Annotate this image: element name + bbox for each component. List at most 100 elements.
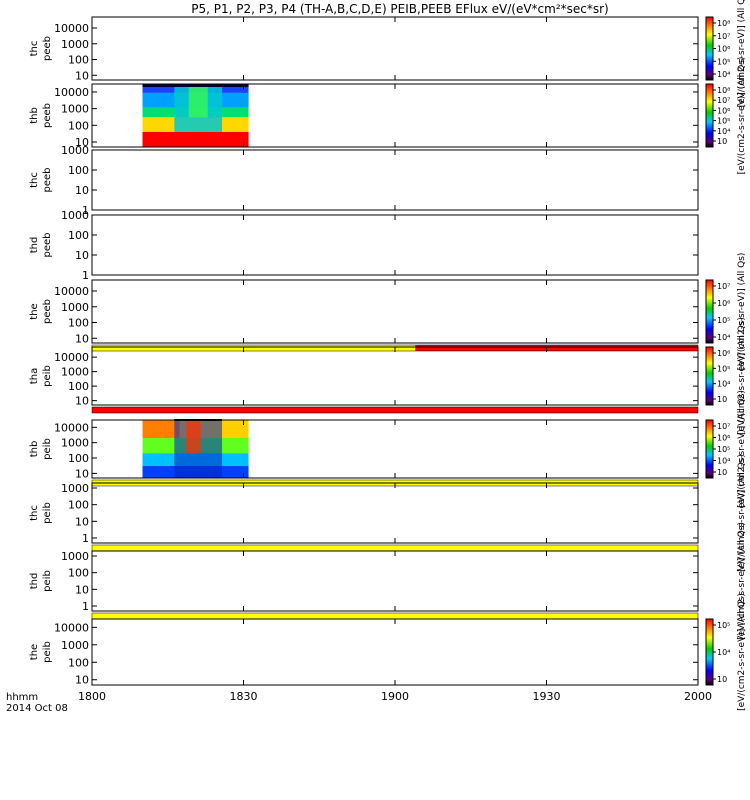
panel-probe-label: the bbox=[29, 303, 40, 319]
colorbar-tick-label: 10⁴ bbox=[717, 70, 730, 79]
chart-title: P5, P1, P2, P3, P4 (TH-A,B,C,D,E) PEIB,P… bbox=[191, 2, 608, 16]
y-tick-label: 100 bbox=[68, 567, 89, 580]
x-axis: 1800 1830 1900 1930 2000hhmm2014 Oct 08 bbox=[6, 17, 712, 714]
colorbar-tick-label: 10⁵ bbox=[717, 445, 730, 454]
spectrogram-thb-peib bbox=[143, 419, 249, 478]
x-axis-label: hhmm bbox=[6, 692, 38, 703]
colorbar-tick-label: 10⁴ bbox=[717, 380, 730, 389]
y-tick-label: 10 bbox=[75, 515, 89, 528]
colorbar-tick-label: 10⁷ bbox=[717, 422, 730, 431]
spectrogram-band bbox=[143, 132, 249, 147]
panel-the-peeb: 10100100010000the peeb10⁴10⁵10⁶10⁷ [eV/(cm… bbox=[29, 253, 747, 371]
y-tick-label: 10 bbox=[75, 184, 89, 197]
y-tick-label: 100 bbox=[68, 54, 89, 67]
panel-frame bbox=[92, 619, 698, 685]
panel-stack: 10100100010000thc peeb10⁴10⁵10⁶10⁷10⁸ [eV/… bbox=[29, 0, 747, 711]
y-tick-label: 10000 bbox=[54, 351, 89, 364]
panel-thb-peeb: 10100100010000thb peeb10⁳10⁴10⁵10⁶10⁷10⁸[… bbox=[29, 57, 747, 175]
y-tick-label: 10000 bbox=[54, 22, 89, 35]
y-tick-label: 1 bbox=[82, 269, 89, 282]
colorbar-tick-label: 10⁵ bbox=[717, 364, 730, 373]
colorbar-tick-label: 10⁴ bbox=[717, 333, 730, 342]
panel-thd-peib: 1101001000thd peib [eV/(cm2-s-sr-eV)] (All… bbox=[29, 522, 747, 640]
colorbar-label: [eV/(cm2-s-sr-eV)] (All Qs) bbox=[737, 593, 747, 711]
colorbar-tick-label: 10⁳ bbox=[717, 468, 727, 477]
y-tick-label: 10 bbox=[75, 332, 89, 345]
colorbar-tick-label: 10⁸ bbox=[717, 19, 730, 28]
panel-frame bbox=[92, 551, 698, 611]
panel-probe-label: thb bbox=[29, 441, 40, 458]
y-tick-label: 1000 bbox=[61, 144, 89, 157]
colorbar-tick-label: 10⁶ bbox=[717, 299, 730, 308]
y-tick-label: 100 bbox=[68, 656, 89, 669]
y-tick-label: 10 bbox=[75, 467, 89, 480]
colorbar-tick-label: 10⁸ bbox=[717, 86, 730, 95]
panel-product-label: peib bbox=[42, 570, 53, 592]
colorbar-scale bbox=[706, 420, 713, 478]
panel-probe-label: tha bbox=[29, 368, 40, 384]
status-strip-segment bbox=[92, 345, 415, 351]
y-tick-label: 1000 bbox=[61, 301, 89, 314]
colorbar-the-peib: 10⁳ 10⁴ 10⁵ [eV/(cm2-s-sr-eV)] (All Qs) bbox=[706, 593, 747, 711]
panel-probe-label: thb bbox=[29, 107, 40, 124]
y-tick-label: 1000 bbox=[61, 103, 89, 116]
panel-frame bbox=[92, 280, 698, 343]
colorbar-tick-label: 10⁴ bbox=[717, 127, 730, 136]
panel-product-label: peeb bbox=[42, 299, 53, 324]
y-tick-label: 10 bbox=[75, 69, 89, 82]
colorbar-tick-label: 10⁶ bbox=[717, 45, 730, 54]
x-tick-label: 2000 bbox=[684, 690, 712, 703]
colorbar-tick-label: 10⁵ bbox=[717, 621, 730, 630]
y-tick-label: 1000 bbox=[61, 437, 89, 450]
panel-frame bbox=[92, 483, 698, 543]
panel-frame bbox=[92, 17, 698, 80]
status-strip-segment bbox=[92, 407, 698, 413]
y-tick-label: 1000 bbox=[61, 366, 89, 379]
panel-product-label: peib bbox=[42, 365, 53, 387]
panel-probe-label: thc bbox=[29, 505, 40, 521]
colorbar-tick-label: 10⁵ bbox=[717, 316, 730, 325]
x-tick-label: 1830 bbox=[230, 690, 258, 703]
colorbar-scale bbox=[706, 280, 713, 343]
panel-probe-label: the bbox=[29, 644, 40, 660]
y-tick-label: 1 bbox=[82, 532, 89, 545]
colorbar-tick-label: 10⁶ bbox=[717, 106, 730, 115]
y-tick-label: 1000 bbox=[61, 482, 89, 495]
panel-product-label: peib bbox=[42, 438, 53, 460]
panel-product-label: peeb bbox=[42, 168, 53, 193]
y-tick-label: 10 bbox=[75, 395, 89, 408]
x-tick-label: 1800 bbox=[78, 690, 106, 703]
y-tick-label: 10 bbox=[75, 583, 89, 596]
colorbar-tick-label: 10⁳ bbox=[717, 675, 727, 684]
panel-product-label: peib bbox=[42, 641, 53, 663]
panel-product-label: peeb bbox=[42, 103, 53, 128]
colorbar-tick-label: 10⁴ bbox=[717, 648, 730, 657]
panel-probe-label: thd bbox=[29, 237, 40, 254]
panel-frame bbox=[92, 150, 698, 210]
panel-frame bbox=[92, 215, 698, 275]
y-tick-label: 1 bbox=[82, 600, 89, 613]
y-tick-label: 10 bbox=[75, 674, 89, 687]
x-axis-label: 2014 Oct 08 bbox=[6, 703, 68, 714]
panel-probe-label: thc bbox=[29, 41, 40, 57]
colorbar-tick-label: 10⁵ bbox=[717, 117, 730, 126]
panel-product-label: peib bbox=[42, 502, 53, 524]
colorbar-tick-label: 10⁶ bbox=[717, 349, 730, 358]
y-tick-label: 1000 bbox=[61, 550, 89, 563]
y-tick-label: 100 bbox=[68, 317, 89, 330]
y-tick-label: 10000 bbox=[54, 285, 89, 298]
colorbar-tick-label: 10⁷ bbox=[717, 32, 730, 41]
y-tick-label: 10000 bbox=[54, 621, 89, 634]
status-strip-segment bbox=[92, 545, 698, 551]
panel-thc-peeb: 10100100010000thc peeb10⁴10⁵10⁶10⁷10⁸ [eV/… bbox=[29, 0, 747, 107]
y-tick-label: 100 bbox=[68, 164, 89, 177]
panel-thc-peeb: 1 10 100 1000 thc peeb bbox=[29, 144, 698, 217]
colorbar-tick-label: 10⁷ bbox=[717, 96, 730, 105]
y-tick-label: 100 bbox=[68, 229, 89, 242]
y-tick-label: 10 bbox=[75, 249, 89, 262]
colorbar-tick-label: 10⁳ bbox=[717, 137, 727, 146]
colorbar-label: [eV/(cm2-s-sr-eV)] (All Qs) bbox=[737, 57, 747, 175]
panel-probe-label: thc bbox=[29, 172, 40, 188]
panel-probe-label: thd bbox=[29, 573, 40, 590]
panel-product-label: peeb bbox=[42, 36, 53, 61]
